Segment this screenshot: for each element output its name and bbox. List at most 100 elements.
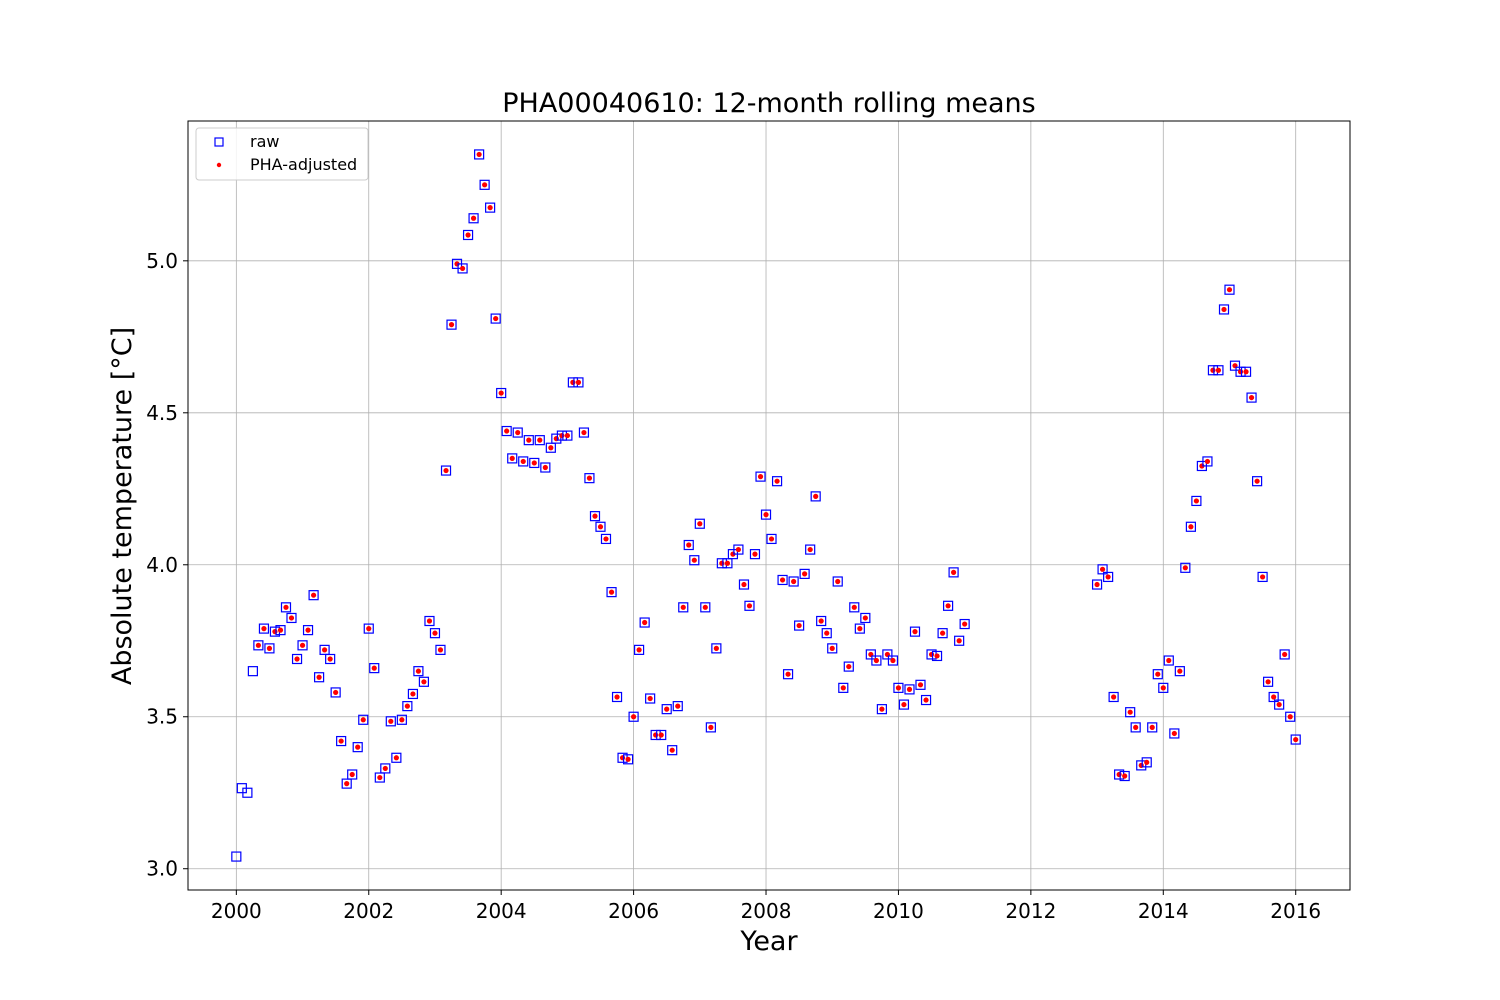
adjusted-point: [426, 618, 433, 624]
adjusted-point: [1166, 657, 1172, 664]
adjusted-point: [630, 714, 637, 720]
adjusted-point: [752, 551, 758, 557]
adjusted-point: [1243, 369, 1249, 375]
raw-point: [937, 628, 948, 639]
raw-point: [821, 628, 832, 639]
adjusted-point: [956, 638, 962, 644]
legend-adjusted-marker: [216, 162, 222, 168]
adjusted-point: [763, 512, 769, 518]
x-tick-label: 2002: [343, 899, 394, 923]
raw-point: [534, 435, 545, 446]
y-tick-label: 5.0: [146, 249, 178, 273]
x-tick-label: 2006: [608, 899, 659, 923]
x-tick-label: 2016: [1270, 899, 1321, 923]
raw-point: [1213, 365, 1224, 376]
raw-point: [297, 640, 308, 651]
raw-point: [280, 602, 292, 613]
adjusted-point: [1271, 694, 1277, 700]
adjusted-point: [493, 315, 499, 322]
adjusted-point: [636, 647, 642, 653]
adjusted-point: [421, 679, 427, 685]
adjusted-point: [1116, 771, 1122, 778]
adjusted-point: [950, 569, 957, 575]
adjusted-point: [642, 619, 648, 626]
raw-point: [474, 149, 485, 160]
adjusted-point: [432, 630, 438, 636]
adjusted-point: [586, 475, 593, 481]
raw-point: [507, 453, 518, 464]
plot-area-frame: [187, 120, 1351, 891]
raw-point: [468, 213, 479, 224]
raw-point: [805, 544, 816, 555]
raw-point: [954, 635, 965, 646]
raw-point: [711, 643, 722, 654]
adjusted-point: [520, 458, 526, 465]
raw-point: [302, 625, 314, 636]
raw-point: [1218, 304, 1230, 315]
raw-point: [722, 558, 733, 569]
adjusted-point: [653, 732, 659, 738]
raw-point: [738, 579, 750, 590]
x-tick-label: 2014: [1138, 899, 1189, 923]
raw-point: [457, 263, 468, 274]
raw-point: [402, 701, 413, 712]
raw-point: [777, 574, 788, 586]
adjusted-point: [575, 379, 582, 385]
raw-point: [1158, 682, 1169, 693]
raw-point: [782, 669, 794, 680]
adjusted-point: [360, 717, 366, 723]
raw-point: [325, 653, 336, 665]
raw-point: [485, 202, 496, 213]
adjusted-point: [1144, 759, 1150, 765]
adjusted-point: [559, 432, 565, 439]
adjusted-point: [482, 182, 488, 188]
raw-point: [407, 688, 419, 700]
adjusted-point: [923, 697, 929, 703]
raw-point: [611, 691, 623, 703]
raw-point: [1152, 669, 1163, 680]
raw-point: [920, 694, 932, 706]
adjusted-point: [802, 571, 808, 577]
raw-point: [479, 179, 490, 190]
raw-point: [931, 650, 943, 662]
adjusted-point: [757, 474, 764, 480]
raw-point: [606, 587, 617, 598]
raw-point: [247, 666, 258, 677]
raw-point: [440, 465, 452, 476]
raw-point: [319, 644, 330, 655]
raw-point: [689, 555, 700, 566]
raw-point: [1136, 760, 1147, 771]
adjusted-point: [619, 755, 626, 761]
adjusted-point: [476, 151, 482, 158]
legend-raw-label: raw: [250, 132, 279, 151]
adjusted-point: [1177, 668, 1183, 674]
adjusted-point: [735, 546, 742, 553]
adjusted-point: [779, 577, 786, 583]
raw-point: [683, 539, 694, 551]
adjusted-point: [1133, 724, 1139, 730]
raw-point: [1163, 655, 1174, 666]
raw-point: [1279, 649, 1290, 660]
raw-point: [1169, 728, 1180, 739]
adjusted-point: [570, 379, 576, 385]
adjusted-point: [813, 493, 819, 499]
adjusted-point: [399, 717, 405, 723]
adjusted-point: [1237, 369, 1244, 375]
adjusted-point: [1160, 685, 1166, 691]
adjusted-point: [504, 428, 510, 434]
raw-point: [385, 716, 396, 727]
adjusted-point: [708, 724, 714, 730]
adjusted-point: [377, 774, 383, 781]
adjusted-point: [465, 232, 471, 238]
raw-point: [788, 576, 799, 587]
adjusted-point: [658, 732, 664, 738]
raw-point: [760, 509, 772, 520]
raw-point: [418, 676, 430, 687]
adjusted-point: [664, 706, 670, 712]
adjusted-point: [1254, 478, 1260, 484]
raw-point: [832, 576, 843, 587]
raw-point: [876, 704, 887, 715]
adjusted-point: [713, 645, 719, 651]
raw-point: [1180, 562, 1191, 573]
adjusted-point: [1221, 306, 1227, 313]
